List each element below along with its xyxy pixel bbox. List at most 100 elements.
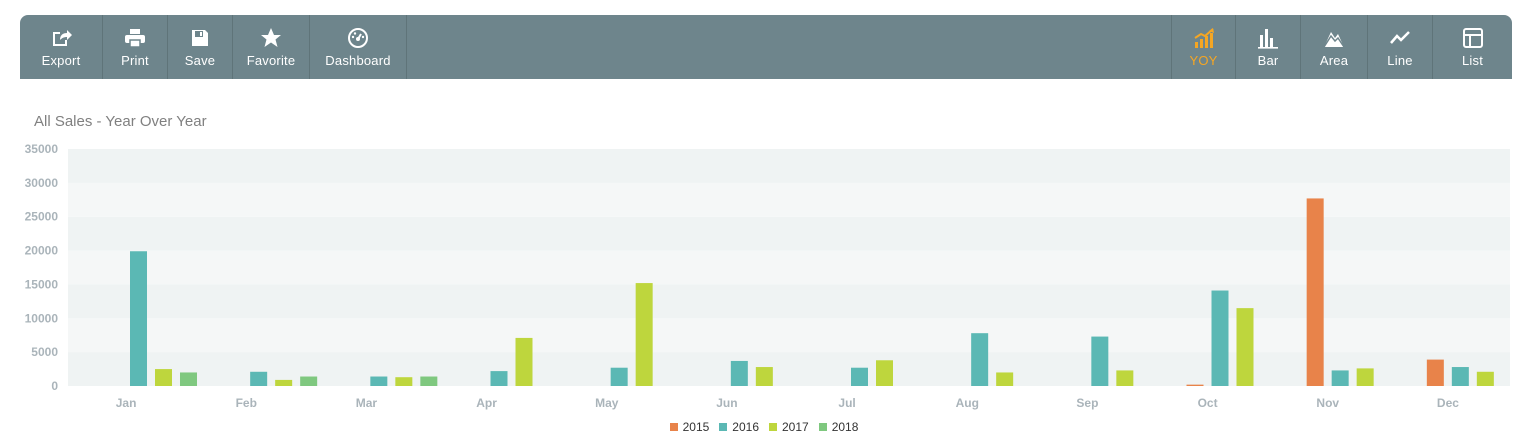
legend-item-2015[interactable]: 2015 [669,420,710,434]
bar-2016-Feb[interactable] [250,371,268,386]
export-button[interactable]: Export [20,15,103,79]
legend-label: 2016 [732,420,759,434]
save-label: Save [184,52,216,68]
list-icon [1462,27,1484,49]
legend-item-2016[interactable]: 2016 [719,420,759,434]
bar-2017-Sep[interactable] [1116,370,1134,386]
chart-toolbar: Export Print Save Favorite Dashboard [20,15,1512,79]
favorite-button[interactable]: Favorite [233,15,310,79]
legend-label: 2018 [831,420,859,434]
dashboard-icon [347,27,369,49]
y-tick-label: 20000 [25,244,59,258]
yoy-chart-icon [1193,27,1215,49]
legend-label: 2017 [782,420,809,434]
bar-2016-Sep[interactable] [1091,336,1109,386]
chart-title: All Sales - Year Over Year [34,113,207,130]
grid-band [68,250,1510,285]
y-tick-label: 15000 [25,277,59,291]
dashboard-label: Dashboard [325,52,391,68]
bar-2017-Dec[interactable] [1476,371,1494,386]
grid-band [68,216,1510,251]
grid-band [68,318,1510,353]
x-tick-label: Sep [1076,396,1098,410]
bar-2017-May[interactable] [635,283,653,386]
area-button[interactable]: Area [1300,15,1367,79]
bar-2017-Nov[interactable] [1356,368,1374,386]
save-button[interactable]: Save [168,15,233,79]
x-tick-label: Feb [236,396,257,410]
yoy-label: YOY [1189,52,1218,68]
bar-2016-Jul[interactable] [851,367,868,386]
bar-2016-Oct[interactable] [1211,290,1229,386]
export-icon [50,27,72,49]
x-tick-label: Oct [1198,396,1218,410]
legend-swatch [818,423,827,431]
dashboard-button[interactable]: Dashboard [310,15,407,79]
bar-2016-Jun[interactable] [730,360,748,386]
bar-2017-Jul[interactable] [876,360,893,386]
x-tick-label: Dec [1437,396,1459,410]
x-tick-label: Jun [716,396,737,410]
x-tick-label: May [595,396,619,410]
grid-band [68,182,1510,217]
bar-2015-Dec[interactable] [1426,359,1444,386]
bar-2016-Aug[interactable] [971,333,989,386]
legend-item-2018[interactable]: 2018 [818,420,859,434]
list-label: List [1461,52,1484,68]
bar-2018-Jan[interactable] [180,372,197,386]
bar-2016-Dec[interactable] [1451,367,1469,386]
print-label: Print [121,52,149,68]
line-label: Line [1387,52,1413,68]
x-tick-label: Jul [838,396,855,410]
legend-item-2017[interactable]: 2017 [769,420,809,434]
legend-swatch [719,423,728,431]
y-tick-label: 0 [51,379,58,393]
x-tick-label: Mar [356,396,378,410]
bar-2018-Mar[interactable] [420,376,438,386]
bar-button[interactable]: Bar [1235,15,1300,79]
bar-2017-Mar[interactable] [395,377,413,386]
bar-2017-Apr[interactable] [515,337,533,386]
x-tick-label: Jan [116,396,137,410]
y-tick-label: 5000 [31,345,58,359]
area-label: Area [1319,52,1349,68]
chart-legend: 2015 2016 2017 2018 [0,420,1528,434]
export-label: Export [41,52,81,68]
grid-band [68,284,1510,319]
bar-2017-Aug[interactable] [996,372,1014,386]
bar-chart: 0 5000 10000 15000 20000 25000 30000 35000 Jan Fe… [25,142,1510,410]
y-tick-label: 25000 [25,210,59,224]
star-icon [260,27,282,49]
line-button[interactable]: Line [1367,15,1432,79]
bar-2016-Nov[interactable] [1331,370,1349,386]
y-tick-label: 10000 [25,311,59,325]
area-chart-icon [1323,27,1345,49]
bar-2016-Mar[interactable] [370,376,388,386]
save-icon [189,27,211,49]
x-tick-label: Aug [956,396,979,410]
legend-swatch [769,423,777,431]
bar-chart-icon [1257,27,1279,49]
bar-2015-Oct[interactable] [1186,384,1204,386]
list-button[interactable]: List [1432,15,1512,79]
bar-2017-Oct[interactable] [1236,308,1254,386]
yoy-button[interactable]: YOY [1171,15,1235,79]
bar-2017-Feb[interactable] [275,379,293,386]
legend-label: 2015 [682,420,710,434]
y-tick-label: 30000 [25,176,59,190]
favorite-label: Favorite [246,52,296,68]
line-chart-icon [1389,27,1411,49]
grid-band [68,149,1510,183]
bar-2016-Jan[interactable] [130,251,147,386]
y-tick-label: 35000 [25,142,59,156]
print-button[interactable]: Print [103,15,168,79]
toolbar-actions: Export Print Save Favorite Dashboard [20,15,407,79]
bar-2017-Jun[interactable] [755,367,773,386]
bar-2018-Feb[interactable] [300,376,318,386]
bar-2016-May[interactable] [610,367,628,386]
x-tick-label: Nov [1316,396,1339,410]
x-tick-label: Apr [476,396,497,410]
bar-2017-Jan[interactable] [155,369,172,386]
bar-2016-Apr[interactable] [490,371,508,386]
bar-2015-Nov[interactable] [1306,198,1324,386]
